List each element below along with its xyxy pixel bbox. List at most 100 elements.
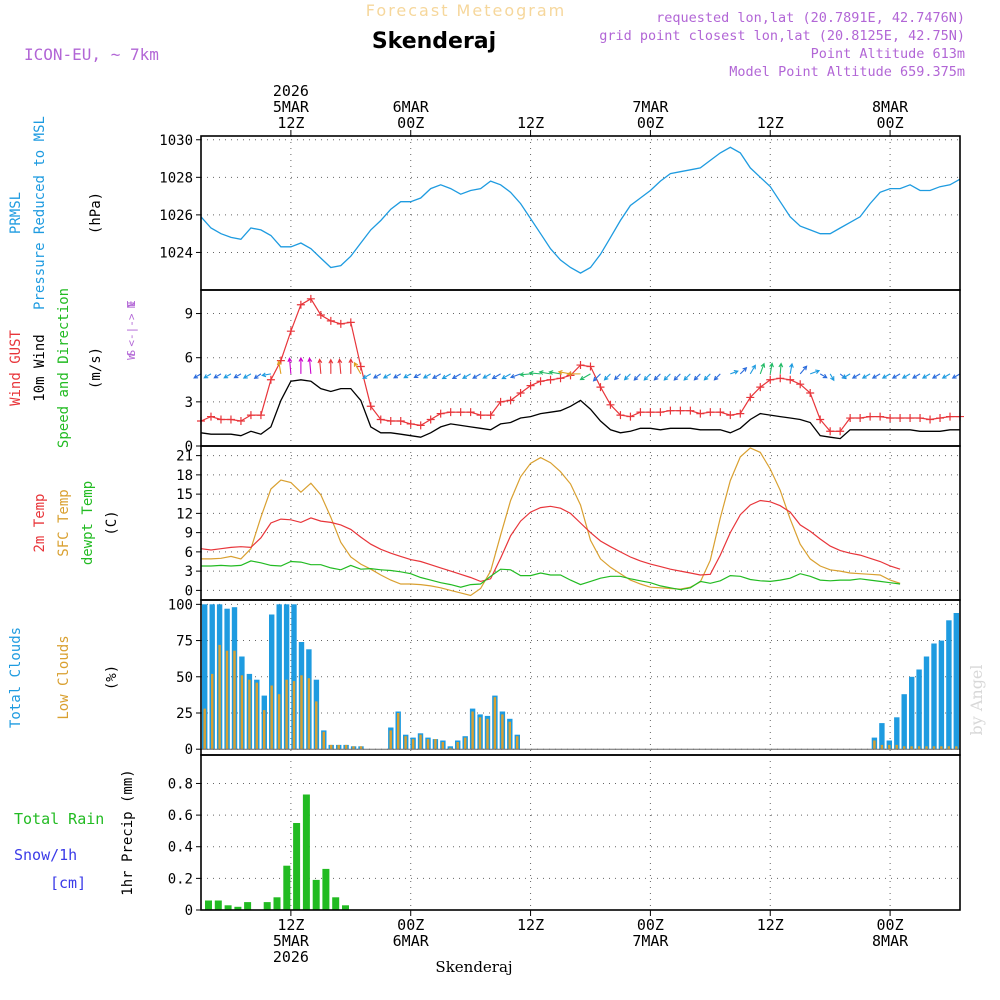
clouds-ytick-label: 75 [176, 634, 193, 650]
wind-arrow [693, 373, 701, 381]
top-tick-label: 12Z [277, 114, 304, 132]
gust-marker [336, 319, 345, 328]
gust-marker [216, 415, 225, 424]
temperature-ytick-label: 21 [176, 449, 193, 465]
bottom-tick-label: 6MAR [393, 932, 430, 950]
gust-marker [636, 408, 645, 417]
low-cloud-bar [434, 739, 437, 750]
gust-marker [766, 375, 775, 384]
wind-arrow [663, 373, 671, 381]
panels: 1024 1026 1028 1030 PRMSL Pressure Reduced to… [8, 116, 964, 919]
gust-marker [806, 389, 815, 398]
wind-arrow [193, 373, 202, 379]
temperature-ytick-label: 6 [185, 545, 193, 561]
wind-arrow [482, 373, 491, 379]
clouds-ylabel: Low Clouds [56, 635, 72, 719]
low-cloud-bar [248, 679, 251, 750]
gust-marker [586, 362, 595, 371]
wind-arrow [372, 373, 382, 379]
total-cloud-bar [202, 604, 208, 750]
wind-arrow [739, 366, 748, 375]
wind-arrow [353, 361, 362, 375]
model-altitude: Model Point Altitude 659.375m [729, 64, 965, 80]
total-cloud-bar [447, 746, 453, 750]
gust-marker [316, 311, 325, 320]
wind-arrow [579, 373, 591, 381]
low-cloud-bar [255, 682, 258, 750]
temperature-ytick-label: 0 [185, 583, 193, 599]
wind-arrow [851, 373, 861, 379]
clouds-ylabel: Total Clouds [8, 627, 24, 728]
wind-speed-line [200, 379, 960, 440]
wind-ytick-label: 9 [185, 307, 193, 323]
pressure-ylabel: (hPa) [88, 192, 104, 234]
low-cloud-bar [411, 739, 415, 750]
wind-arrow [501, 373, 511, 380]
gust-marker [386, 416, 395, 425]
bottom-tick-label: 5MAR [273, 932, 310, 950]
wind-ytick-label: 3 [185, 395, 193, 411]
total-cloud-bar [953, 613, 959, 750]
gust-marker [856, 414, 865, 423]
wind-arrow [921, 373, 931, 379]
gust-marker [836, 427, 845, 436]
gust-marker [816, 415, 825, 424]
total-cloud-bar [923, 656, 930, 750]
compass-north: N [125, 302, 138, 309]
gust-marker [536, 377, 545, 386]
low-cloud-bar [441, 742, 444, 750]
gust-marker [726, 411, 735, 420]
rain-bar [205, 900, 212, 910]
bottom-tick-label: 00Z [637, 916, 664, 934]
wind-arrow [623, 373, 631, 381]
gust-marker [486, 411, 495, 420]
clouds-ytick-label: 0 [185, 742, 193, 758]
wind-arrow [337, 358, 343, 374]
low-cloud-bar [389, 730, 392, 750]
wind-ytick-label: 0 [185, 439, 193, 455]
rain-bar [244, 902, 252, 910]
wind-arrow [643, 373, 651, 381]
top-tick-label: 00Z [877, 114, 904, 132]
bottom-tick-label: 8MAR [872, 932, 909, 950]
gust-marker [896, 414, 905, 423]
low-cloud-bar [501, 714, 504, 750]
low-cloud-bar [263, 710, 266, 750]
total-cloud-bar [894, 717, 900, 750]
dewpt-line [201, 560, 901, 591]
wind-arrow [673, 373, 681, 381]
wind-arrow [242, 373, 252, 379]
low-cloud-bar [285, 679, 288, 750]
top-tick-label: 12Z [517, 114, 544, 132]
gust-marker [756, 383, 765, 392]
low-cloud-bar [330, 744, 333, 750]
low-cloud-bar [947, 746, 950, 750]
wind-arrow [592, 373, 601, 382]
rain-bar [263, 902, 271, 910]
low-cloud-bar [359, 746, 363, 750]
wind-ylabel: 10m Wind [32, 334, 48, 401]
wind-arrow [829, 373, 835, 382]
low-cloud-bar [337, 744, 340, 750]
temperature-ylabel: SFC Temp [56, 489, 72, 556]
wind-arrow [759, 362, 766, 375]
total-cloud-bar [916, 669, 922, 750]
gust-marker [286, 327, 295, 336]
wind-arrow [413, 373, 421, 379]
gust-marker [656, 408, 665, 417]
wind-arrow [491, 373, 501, 380]
product-title: Forecast Meteogram [366, 1, 566, 20]
clouds-panel: 0 25 50 75 100 Total Clouds Low Clouds (%) [8, 597, 961, 758]
gust-marker [926, 415, 935, 424]
wind-arrow [566, 371, 581, 377]
wind-arrow [810, 369, 821, 375]
gust-marker [596, 383, 605, 392]
wind-arrow [713, 373, 721, 381]
top-tick-label: 00Z [637, 114, 664, 132]
wind-arrow [451, 373, 461, 379]
bottom-tick-label: 7MAR [632, 932, 669, 950]
rain-bar [273, 897, 281, 910]
low-cloud-bar [240, 675, 244, 750]
